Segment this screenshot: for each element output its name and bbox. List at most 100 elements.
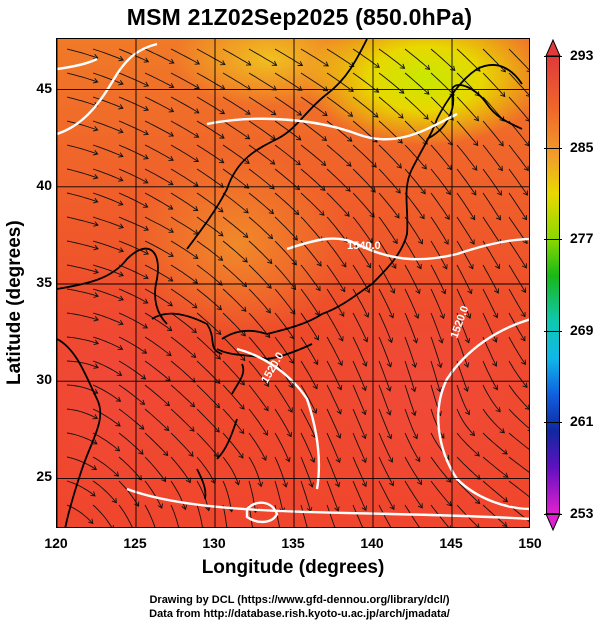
streamline-arrow <box>520 336 526 342</box>
streamline-arrow <box>502 497 509 503</box>
streamline-arrow <box>93 268 99 275</box>
streamline <box>482 312 497 343</box>
streamline-arrow <box>296 135 302 141</box>
streamline <box>118 72 149 87</box>
streamline <box>508 288 526 317</box>
streamline-arrow <box>168 131 175 137</box>
streamline <box>170 408 195 432</box>
streamline <box>326 240 347 268</box>
streamline <box>404 168 426 195</box>
streamline <box>404 144 427 170</box>
streamline <box>144 408 170 431</box>
streamline-arrow <box>522 214 528 221</box>
streamline <box>196 144 224 164</box>
streamline <box>144 96 174 112</box>
streamline-arrow <box>361 457 367 464</box>
streamline <box>196 408 220 433</box>
streamline <box>170 312 197 333</box>
streamline-arrow <box>168 251 174 257</box>
streamline <box>508 360 528 388</box>
streamline <box>274 312 295 339</box>
streamline-arrow <box>463 386 469 392</box>
streamline-arrow <box>388 480 395 487</box>
streamline <box>404 240 422 269</box>
streamline <box>300 480 312 512</box>
streamline <box>378 312 393 343</box>
colorbar-tick-mark <box>544 56 562 57</box>
streamline <box>404 480 423 509</box>
streamline <box>404 432 421 462</box>
streamline <box>378 96 404 119</box>
streamline <box>482 144 503 171</box>
streamline <box>300 72 328 92</box>
streamline-arrow <box>294 209 300 216</box>
streamline-arrow <box>92 414 99 420</box>
streamline-arrow <box>492 337 498 343</box>
streamline-arrow <box>347 136 353 142</box>
streamline <box>170 432 194 457</box>
streamline-arrow <box>215 378 221 385</box>
streamline-arrow <box>418 527 422 528</box>
streamline <box>222 72 251 90</box>
streamline <box>456 120 479 146</box>
streamline-arrow <box>464 338 471 344</box>
streamline-arrow <box>118 176 124 182</box>
streamline <box>456 456 481 480</box>
streamline-arrow <box>386 410 392 416</box>
streamline <box>92 168 123 182</box>
streamline <box>144 144 174 161</box>
streamline <box>274 384 293 413</box>
streamline-arrow <box>469 239 475 245</box>
streamline-arrow <box>288 382 294 389</box>
streamline-arrow <box>443 239 449 245</box>
colorbar-tick-mark <box>544 514 562 515</box>
streamline <box>170 216 199 235</box>
streamline <box>352 384 366 415</box>
streamline <box>66 120 98 131</box>
streamline <box>326 264 346 292</box>
streamline <box>404 456 422 485</box>
streamline-arrow <box>143 274 149 280</box>
streamline <box>456 168 477 196</box>
streamline <box>482 168 502 196</box>
streamline-arrow <box>420 189 426 195</box>
streamline-arrow <box>362 361 368 367</box>
streamline <box>92 264 124 277</box>
streamline-arrow <box>116 370 123 376</box>
streamline-arrow <box>167 276 174 282</box>
y-tick-label: 25 <box>36 468 52 485</box>
streamline-arrow <box>261 455 267 461</box>
streamline-arrow <box>395 188 401 194</box>
streamline-arrow <box>118 104 124 110</box>
streamline-arrow <box>181 504 188 511</box>
streamline <box>92 144 124 157</box>
y-tick-label: 40 <box>36 176 52 193</box>
streamline <box>66 504 94 524</box>
streamline <box>326 48 355 67</box>
streamline-arrow <box>217 255 224 261</box>
streamline <box>248 192 274 215</box>
streamline-arrow <box>386 433 393 440</box>
streamline-arrow <box>521 263 527 269</box>
streamline <box>222 192 249 214</box>
streamline <box>378 360 391 392</box>
streamline <box>66 72 98 83</box>
streamline <box>92 384 121 402</box>
streamline-arrow <box>168 180 174 186</box>
streamline <box>274 288 296 315</box>
streamline <box>326 120 353 142</box>
streamline <box>274 408 292 437</box>
colorbar-tick-label: 253 <box>570 505 594 521</box>
streamline <box>248 408 268 436</box>
streamline-arrow <box>411 362 418 369</box>
streamline-arrow <box>469 430 476 437</box>
streamline <box>92 504 113 527</box>
streamline-arrow <box>190 352 197 358</box>
streamline <box>144 216 174 233</box>
colorbar-tick-mark <box>544 422 562 424</box>
streamline-arrow <box>362 336 369 343</box>
streamline-arrow <box>93 292 99 298</box>
streamline <box>300 384 317 414</box>
streamline-arrow <box>270 110 277 116</box>
streamline-arrow <box>417 479 423 486</box>
